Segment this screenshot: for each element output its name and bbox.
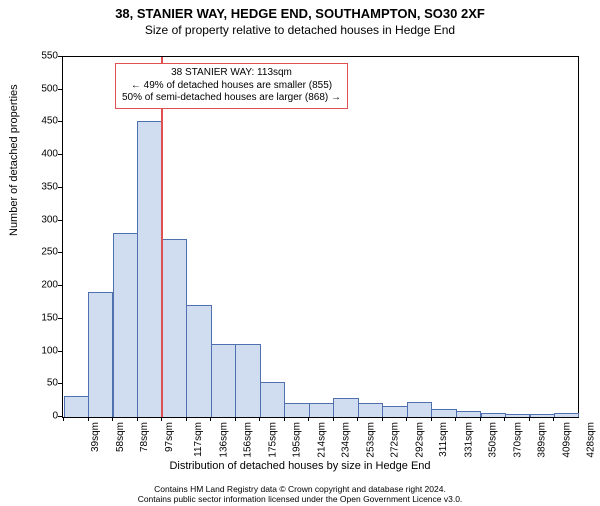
chart-container: 38, STANIER WAY, HEDGE END, SOUTHAMPTON,… xyxy=(0,6,600,506)
y-tick-label: 50 xyxy=(2,378,58,389)
histogram-bar xyxy=(186,305,211,417)
y-tick-label: 350 xyxy=(2,181,58,192)
x-tick-label: 389sqm xyxy=(537,422,548,458)
chart-title: 38, STANIER WAY, HEDGE END, SOUTHAMPTON,… xyxy=(0,6,600,21)
annotation-line2: ← 49% of detached houses are smaller (85… xyxy=(122,80,341,93)
histogram-bar xyxy=(456,411,481,417)
histogram-bar xyxy=(88,292,113,417)
histogram-bar xyxy=(309,403,334,417)
x-tick-label: 428sqm xyxy=(586,422,597,458)
x-tick-label: 292sqm xyxy=(414,422,425,458)
histogram-bar xyxy=(382,406,407,417)
marker-line xyxy=(161,57,163,417)
x-tick-label: 272sqm xyxy=(390,422,401,458)
histogram-bar xyxy=(137,121,162,417)
annotation-line3: 50% of semi-detached houses are larger (… xyxy=(122,92,341,105)
histogram-bar xyxy=(481,413,506,417)
chart-subtitle: Size of property relative to detached ho… xyxy=(0,23,600,37)
annotation-box: 38 STANIER WAY: 113sqm ← 49% of detached… xyxy=(115,63,348,109)
histogram-bar xyxy=(64,396,89,417)
histogram-bar xyxy=(260,382,285,417)
footer-line1: Contains HM Land Registry data © Crown c… xyxy=(0,484,600,494)
y-tick-label: 250 xyxy=(2,247,58,258)
histogram-bar xyxy=(358,403,383,417)
y-ticks: 050100150200250300350400450500550 xyxy=(0,56,60,416)
y-tick-label: 450 xyxy=(2,116,58,127)
y-tick-label: 500 xyxy=(2,83,58,94)
y-tick-label: 150 xyxy=(2,312,58,323)
histogram-bar xyxy=(530,414,555,417)
x-tick-label: 156sqm xyxy=(243,422,254,458)
x-tick-label: 117sqm xyxy=(193,422,204,457)
y-tick-label: 400 xyxy=(2,149,58,160)
histogram-bar xyxy=(333,398,358,417)
x-tick-label: 409sqm xyxy=(562,422,573,458)
footer-line2: Contains public sector information licen… xyxy=(0,494,600,504)
y-tick-label: 550 xyxy=(2,51,58,62)
x-tick-label: 195sqm xyxy=(292,422,303,458)
histogram-bar xyxy=(284,403,309,417)
histogram-bar xyxy=(407,402,432,417)
y-tick-label: 300 xyxy=(2,214,58,225)
x-tick-label: 175sqm xyxy=(267,422,278,458)
histogram-bar xyxy=(211,344,236,417)
x-tick-label: 78sqm xyxy=(139,422,150,452)
x-axis-label: Distribution of detached houses by size … xyxy=(0,460,600,472)
x-tick-label: 331sqm xyxy=(463,422,474,458)
histogram-bar xyxy=(162,239,187,417)
plot-area: 38 STANIER WAY: 113sqm ← 49% of detached… xyxy=(62,56,579,418)
histogram-bar xyxy=(554,413,579,417)
x-tick-label: 370sqm xyxy=(512,422,523,458)
annotation-line1: 38 STANIER WAY: 113sqm xyxy=(122,67,341,80)
x-tick-label: 214sqm xyxy=(316,422,327,458)
histogram-bar xyxy=(431,409,456,417)
x-tick-label: 253sqm xyxy=(365,422,376,458)
x-tick-label: 234sqm xyxy=(341,422,352,458)
y-tick-label: 200 xyxy=(2,280,58,291)
histogram-bar xyxy=(505,414,530,417)
histogram-bar xyxy=(235,344,260,417)
x-tick-label: 350sqm xyxy=(488,422,499,458)
footer: Contains HM Land Registry data © Crown c… xyxy=(0,484,600,504)
x-tick-label: 39sqm xyxy=(90,422,101,452)
y-tick-label: 0 xyxy=(2,411,58,422)
x-ticks: 39sqm 58sqm 78sqm 97sqm 117sqm 136sqm 156sqm 17… xyxy=(62,420,577,460)
x-tick-label: 136sqm xyxy=(218,422,229,458)
x-tick-label: 97sqm xyxy=(164,422,175,452)
histogram-bar xyxy=(113,233,138,417)
y-tick-label: 100 xyxy=(2,345,58,356)
x-tick-label: 311sqm xyxy=(438,422,449,457)
x-tick-label: 58sqm xyxy=(115,422,126,452)
